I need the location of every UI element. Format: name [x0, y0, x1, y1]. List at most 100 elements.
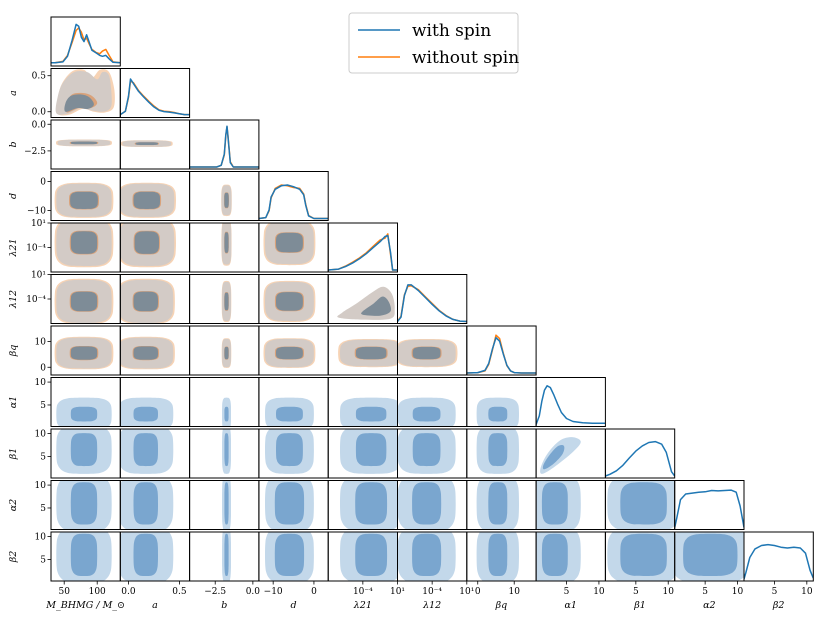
contour-inner-with-spin	[133, 482, 158, 525]
panel-b-vs-beta1	[222, 429, 231, 474]
y-tick-label: 10⁻⁴	[26, 244, 46, 254]
panel-M-vs-beta1	[56, 429, 112, 474]
contour-inner-with-spin	[412, 433, 441, 467]
panel-beta_q-vs-beta1	[476, 429, 519, 474]
contour-inner-with-spin	[274, 482, 305, 525]
x-tick-label: 100	[89, 587, 106, 597]
contour-inner-overlap	[224, 292, 229, 311]
x-tick-label: 10¹	[390, 587, 405, 597]
contour-inner-overlap	[361, 296, 392, 316]
panel-d-vs-lambda12	[263, 280, 316, 322]
panel-M-vs-beta_q	[54, 336, 114, 370]
contour-inner-with-spin	[70, 406, 98, 422]
contour-inner-overlap	[64, 94, 94, 112]
marginal-line-with-spin	[674, 489, 745, 528]
contour-inner-with-spin	[70, 482, 98, 525]
panel-d-vs-lambda21	[263, 223, 316, 266]
y-tick-label: −10	[27, 206, 46, 216]
y-axis-label-beta2: β2	[8, 551, 19, 564]
panel-beta_q-vs-alpha1	[476, 397, 519, 427]
contour-inner-overlap	[70, 231, 98, 254]
panel-alpha1-vs-alpha2	[536, 480, 581, 530]
y-axis-label-beta_q: βq	[8, 345, 19, 358]
legend-label-without-spin: without spin	[412, 48, 519, 68]
panel-b-vs-lambda12	[221, 280, 232, 322]
panel-lambda12-vs-beta_q	[397, 339, 458, 368]
contour-inner-overlap	[70, 141, 98, 145]
panel-b-vs-alpha2	[222, 480, 231, 530]
y-tick-label: 10	[35, 481, 47, 491]
contour-inner-with-spin	[133, 533, 158, 576]
x-tick-label: 50	[58, 587, 70, 597]
panel-frame	[466, 325, 537, 376]
marginal-alpha2	[674, 489, 745, 528]
panel-lambda21-vs-beta_q	[338, 339, 398, 368]
y-tick-label: 10	[35, 378, 47, 388]
panel-a-vs-beta_q	[120, 336, 175, 370]
y-tick-label: 5	[40, 555, 46, 565]
contour-inner-overlap	[276, 346, 303, 360]
contour-inner-with-spin	[276, 433, 303, 467]
panel-d-vs-alpha1	[265, 397, 314, 427]
marginal-line-with-spin	[397, 284, 467, 323]
panel-frame	[50, 16, 121, 67]
panel-frame	[327, 222, 399, 273]
x-axis-label-lambda12: λ12	[422, 600, 441, 611]
x-axis-label-b: b	[221, 600, 227, 611]
x-tick-label: −2.5	[204, 587, 226, 597]
panel-M-vs-lambda21	[54, 223, 114, 268]
y-tick-label: 10	[35, 337, 47, 347]
contour-inner-overlap	[134, 231, 159, 254]
panel-d-vs-beta_q	[263, 338, 316, 368]
y-axis-label-lambda12: λ12	[8, 290, 19, 309]
marginal-d	[258, 184, 329, 220]
y-tick-label: 10	[35, 430, 47, 440]
panel-frame	[743, 531, 814, 582]
x-tick-label: 10	[593, 587, 605, 597]
panel-alpha2-vs-beta2	[674, 532, 745, 581]
contour-inner-with-spin	[488, 433, 508, 467]
marginal-line-with-spin	[536, 385, 606, 425]
contour-inner-overlap	[224, 346, 229, 360]
marginal-line-without-spin	[466, 334, 537, 374]
x-tick-label: −10	[264, 587, 283, 597]
panel-d-vs-beta1	[265, 429, 314, 474]
x-tick-label: 10	[662, 587, 674, 597]
contour-inner-overlap	[70, 191, 98, 209]
panel-b-vs-beta2	[222, 532, 231, 581]
contour-inner-overlap	[70, 291, 98, 312]
contour-inner-with-spin	[224, 433, 229, 467]
x-axis-label-alpha2: α2	[703, 600, 715, 611]
panel-lambda21-vs-lambda12	[337, 286, 395, 320]
contour-inner-overlap	[276, 292, 303, 311]
panel-M-vs-alpha2	[56, 480, 112, 530]
contour-inner-overlap	[133, 291, 158, 312]
legend-label-with-spin: with spin	[412, 21, 491, 41]
y-tick-label: 5	[40, 452, 46, 462]
contour-inner-with-spin	[276, 406, 303, 422]
panel-frame	[119, 68, 191, 118]
y-axis-label-lambda21: λ21	[8, 238, 19, 257]
panel-a-vs-b	[120, 140, 173, 147]
marginal-line-without-spin	[120, 80, 190, 116]
contour-inner-with-spin	[355, 406, 387, 422]
legend-box	[348, 12, 519, 74]
panel-M-vs-b	[56, 139, 112, 147]
contour-inner-overlap	[133, 191, 160, 209]
marginal-line-with-spin	[605, 440, 675, 477]
contour-inner-with-spin	[133, 433, 158, 467]
x-axis-label-d: d	[291, 600, 297, 611]
contour-inner-with-spin	[224, 482, 229, 525]
marginal-beta2	[744, 543, 814, 580]
y-tick-label: 10	[35, 533, 47, 543]
panel-beta1-vs-beta2	[607, 532, 675, 581]
contour-inner-with-spin	[224, 533, 229, 576]
panel-M-vs-a	[55, 69, 115, 116]
x-tick-label: 10	[801, 587, 813, 597]
marginal-line-without-spin	[51, 27, 121, 64]
panel-d-vs-beta2	[265, 532, 314, 581]
contour-inner-overlap	[135, 142, 158, 145]
marginal-line-with-spin	[258, 184, 329, 220]
marginal-b	[189, 125, 259, 168]
